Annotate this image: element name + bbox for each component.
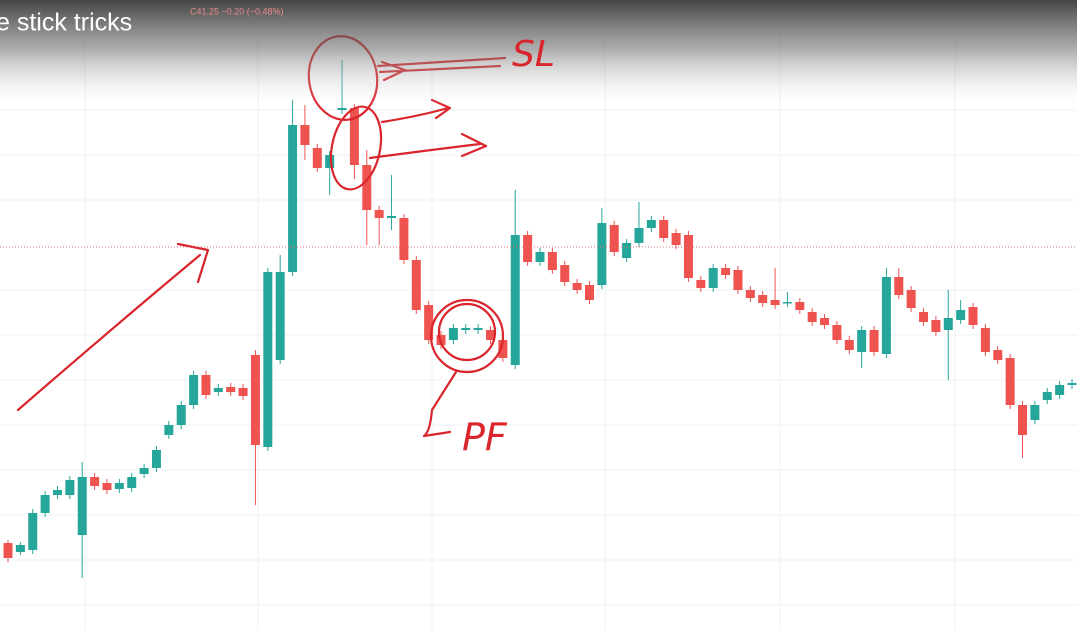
candle-body	[448, 328, 458, 340]
candle-body	[584, 285, 594, 300]
candle-body	[461, 328, 471, 330]
candle-body	[1018, 405, 1028, 435]
candle-body	[77, 477, 87, 535]
candle-body	[325, 155, 335, 168]
candle-body	[560, 265, 570, 282]
candle-body	[1055, 385, 1065, 395]
candle-body	[213, 388, 223, 392]
candle-body	[1067, 383, 1077, 385]
candle-body	[102, 483, 112, 490]
candle-body	[943, 318, 953, 330]
handwritten-label: PF	[462, 416, 508, 460]
arrow	[16, 242, 210, 412]
candle-body	[424, 305, 434, 340]
candle-body	[349, 108, 359, 165]
candle-body	[535, 252, 545, 262]
candle-body	[881, 277, 891, 354]
candle-body	[52, 490, 62, 495]
candle-body	[250, 355, 260, 445]
candle-body	[980, 328, 990, 352]
candle-body	[201, 375, 211, 395]
candle-body	[820, 318, 830, 325]
arrow	[368, 132, 488, 160]
candle-body	[634, 228, 644, 243]
candle-body	[659, 220, 669, 238]
candle-body	[795, 302, 805, 310]
candle-body	[807, 312, 817, 322]
candle-body	[733, 270, 743, 290]
candle-body	[782, 302, 792, 304]
candle-body	[473, 328, 483, 330]
candle-body	[510, 235, 520, 365]
ohlc-status: C41.25 −0.20 (−0.48%)	[190, 6, 284, 16]
candle-body	[597, 223, 607, 285]
candle-body	[758, 295, 768, 303]
candle-body	[919, 312, 929, 322]
candle-body	[114, 483, 124, 489]
candle-body	[646, 220, 656, 228]
candle-body	[523, 235, 533, 262]
candle-body	[238, 388, 248, 396]
candle-body	[151, 450, 161, 468]
candle-body	[139, 468, 149, 474]
candle-body	[956, 310, 966, 320]
candle-body	[721, 268, 731, 275]
candle-body	[374, 210, 384, 218]
candle-body	[65, 480, 75, 495]
candle-body	[745, 290, 755, 298]
candle-body	[189, 375, 199, 405]
candle-body	[857, 330, 867, 352]
candle-body	[696, 280, 706, 288]
candle-body	[275, 272, 285, 360]
candle-body	[28, 513, 38, 550]
candle-body	[40, 495, 50, 513]
candle-body	[3, 543, 13, 558]
candle-body	[572, 283, 582, 290]
candle-body	[164, 425, 174, 435]
candle-body	[1005, 358, 1015, 405]
video-title: e stick tricks	[0, 9, 132, 37]
candle-body	[362, 165, 372, 210]
candle-body	[263, 272, 273, 447]
candle-body	[906, 290, 916, 308]
candles	[3, 60, 1077, 578]
candle-body	[622, 243, 632, 258]
candle-body	[547, 252, 557, 270]
candle-body	[671, 233, 681, 245]
candle-body	[498, 340, 508, 358]
candle-body	[288, 125, 298, 272]
candle-body	[968, 307, 978, 325]
candle-body	[486, 330, 496, 340]
candle-body	[399, 218, 409, 260]
candle-body	[844, 340, 854, 350]
candle-body	[411, 260, 421, 310]
candle-body	[832, 325, 842, 340]
candle-body	[1042, 392, 1052, 400]
candle-body	[931, 320, 941, 332]
candle-body	[312, 148, 322, 168]
candle-body	[770, 300, 780, 305]
arrow	[422, 370, 458, 438]
candle-body	[127, 477, 137, 488]
candle-body	[869, 330, 879, 352]
candle-body	[15, 545, 25, 552]
circle-annotation	[437, 302, 497, 362]
video-overlay	[0, 0, 1077, 110]
candle-body	[993, 350, 1003, 360]
candle-body	[683, 235, 693, 278]
circle-annotation	[429, 298, 505, 374]
candle-body	[387, 216, 397, 218]
candle-body	[90, 477, 100, 486]
candle-body	[300, 125, 310, 145]
candle-body	[1030, 405, 1040, 420]
candle-body	[894, 277, 904, 295]
candle-body	[226, 387, 236, 392]
candle-body	[609, 225, 619, 252]
handwritten-label: SL	[512, 34, 555, 75]
candle-body	[708, 268, 718, 288]
candle-body	[176, 405, 186, 425]
